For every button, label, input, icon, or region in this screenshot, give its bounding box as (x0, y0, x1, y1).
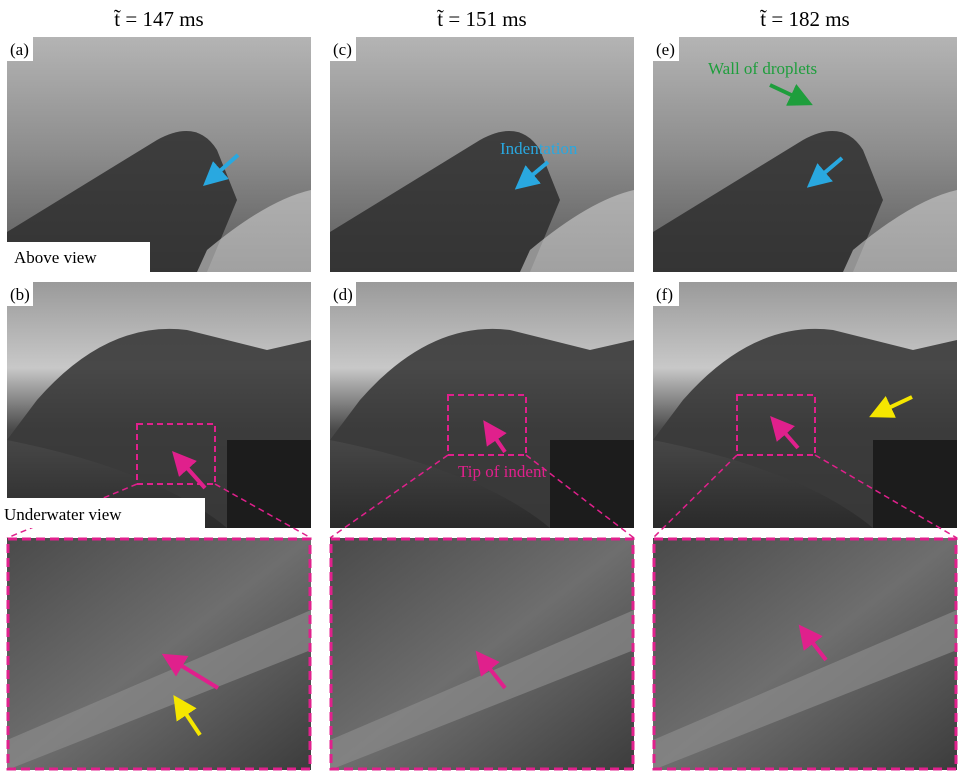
panel-label: (a) (10, 40, 29, 59)
time-header: t̃ = 182 ms (760, 7, 850, 31)
above-view-label: Above view (14, 248, 97, 267)
label-bg (653, 282, 679, 306)
wave-sheen (520, 190, 634, 272)
panel-label: (c) (333, 40, 352, 59)
wave-sheen (843, 190, 957, 272)
label-bg (7, 37, 33, 61)
dark-wall (873, 440, 957, 528)
indent-band (7, 610, 311, 770)
panel-label: (f) (656, 285, 673, 304)
zoom-connector (525, 454, 635, 539)
tip-of-indent-label: Tip of indent (458, 462, 546, 481)
arrow (161, 653, 220, 690)
wave-crest (330, 131, 560, 272)
arrow (869, 395, 913, 418)
arrows (161, 83, 913, 737)
panel-label: (e) (656, 40, 675, 59)
panel-label: (b) (10, 285, 30, 304)
arrow (483, 420, 507, 454)
indent-band (330, 610, 634, 770)
arrow (203, 153, 240, 186)
zoom-connector (214, 483, 312, 539)
arrow (769, 83, 813, 106)
dark-wall (227, 440, 311, 528)
zoom-connector (329, 454, 449, 539)
arrow (770, 415, 800, 450)
arrow (798, 624, 828, 662)
label-box (7, 242, 150, 272)
arrow (172, 451, 207, 490)
time-header: t̃ = 147 ms (114, 7, 204, 31)
wall-of-droplets-label: Wall of droplets (708, 59, 817, 78)
zoom-box (447, 394, 527, 456)
zoom-box (136, 423, 216, 485)
panels: t̃ = 147 ms (a) (b) t̃ = 151 ms (c) (d) t̃ = 1… (6, 7, 958, 771)
wave-crest (7, 131, 237, 272)
label-bg (7, 282, 33, 306)
arrow (475, 650, 507, 690)
arrow (806, 156, 844, 188)
arrow (173, 695, 202, 737)
zoom-box (736, 394, 816, 456)
label-bg (653, 37, 679, 61)
label-bg (330, 282, 356, 306)
zoom-connector (814, 454, 958, 539)
arrow (514, 160, 550, 190)
underwater-view-label: Underwater view (4, 505, 122, 524)
wave-sheen (197, 190, 311, 272)
indent-band (653, 610, 957, 770)
panel-label: (d) (333, 285, 353, 304)
indentation-label: Indentation (500, 139, 578, 158)
label-box (0, 498, 205, 528)
dark-wall (550, 440, 634, 528)
label-bg (330, 37, 356, 61)
time-header: t̃ = 151 ms (437, 7, 527, 31)
